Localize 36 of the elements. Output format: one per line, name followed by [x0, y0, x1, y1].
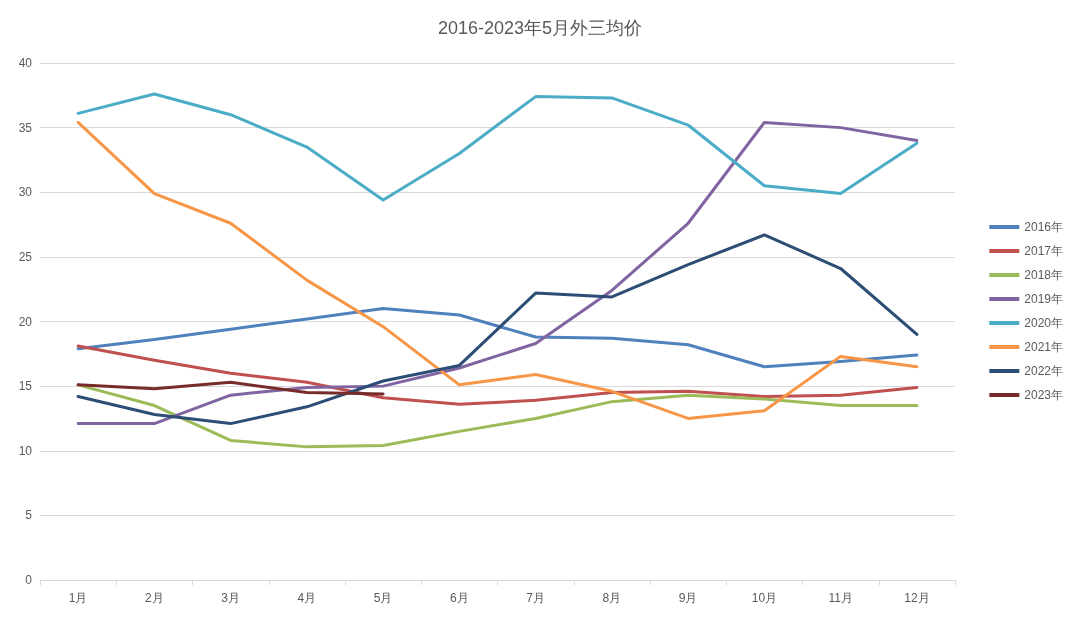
- legend-label: 2016年: [1024, 220, 1064, 234]
- legend-label: 2023年: [1024, 388, 1064, 402]
- x-tick-label: 4月: [297, 591, 317, 605]
- y-tick-label: 5: [25, 508, 33, 523]
- x-tick-label: 11月: [828, 591, 853, 605]
- x-tick-label: 9月: [678, 591, 698, 605]
- x-tick-label: 8月: [602, 591, 622, 605]
- legend-label: 2022年: [1024, 364, 1064, 378]
- chart-title: 2016-2023年5月外三均价: [437, 18, 643, 38]
- y-tick-label: 20: [18, 314, 33, 329]
- line-series: [76, 233, 919, 426]
- y-tick-label: 30: [18, 185, 33, 200]
- line-series: [76, 383, 919, 449]
- y-tick-label: 25: [18, 249, 33, 264]
- y-tick-label: 40: [18, 56, 33, 70]
- y-tick-label: 15: [18, 379, 33, 394]
- line-series: [76, 92, 919, 202]
- legend-label: 2020年: [1024, 316, 1064, 330]
- x-tick-label: 10月: [751, 591, 778, 605]
- y-tick-label: 0: [25, 573, 33, 587]
- x-tick-label: 12月: [904, 591, 930, 605]
- x-tick-label: 7月: [526, 591, 545, 605]
- legend-label: 2018年: [1024, 268, 1064, 282]
- x-tick-label: 3月: [221, 591, 240, 605]
- y-tick-label: 10: [18, 443, 33, 458]
- x-tick-label: 2月: [145, 591, 164, 605]
- line-series: [76, 380, 385, 396]
- legend-label: 2021年: [1024, 340, 1064, 354]
- x-tick-label: 5月: [373, 591, 393, 605]
- y-tick-label: 35: [18, 120, 33, 135]
- legend-label: 2017年: [1024, 244, 1064, 258]
- x-tick-label: 1月: [68, 591, 88, 605]
- legend-label: 2019年: [1024, 292, 1064, 306]
- x-tick-label: 6月: [450, 591, 469, 605]
- line-series: [76, 307, 919, 369]
- line-series: [76, 344, 919, 406]
